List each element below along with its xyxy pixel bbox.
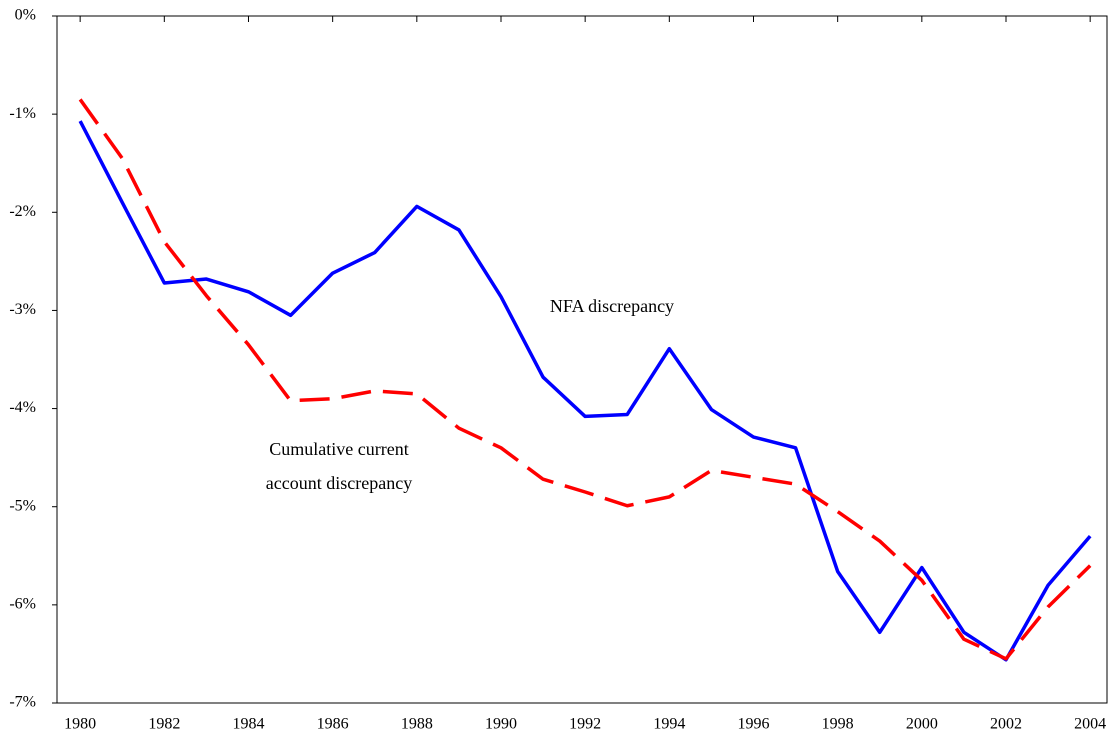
x-tick-label: 1990	[485, 716, 517, 733]
annotation: NFA discrepancy	[550, 296, 674, 316]
x-tick-label: 1998	[822, 716, 854, 733]
y-tick-label: -5%	[9, 497, 36, 514]
series-line	[78, 120, 1092, 662]
x-tick-label: 1980	[64, 716, 96, 733]
x-tick-label: 1996	[737, 716, 769, 733]
x-tick-label: 2002	[990, 716, 1022, 733]
x-tick-label: 1992	[569, 716, 601, 733]
y-tick-label: -1%	[9, 105, 36, 122]
x-tick-label: 1988	[401, 716, 433, 733]
y-tick-label: 0%	[15, 7, 36, 24]
y-tick-label: -3%	[9, 301, 36, 318]
y-tick-label: -6%	[9, 596, 36, 613]
x-tick-label: 2000	[906, 716, 938, 733]
x-tick-label: 1982	[148, 716, 180, 733]
x-tick-label: 2004	[1074, 716, 1106, 733]
y-tick-label: -7%	[9, 694, 36, 711]
plot-frame	[56, 15, 1108, 704]
annotation: account discrepancy	[266, 473, 412, 493]
x-tick-label: 1984	[232, 716, 264, 733]
y-tick-label: -4%	[9, 399, 36, 416]
series-line	[78, 98, 1092, 661]
x-tick-label: 1986	[317, 716, 349, 733]
annotation: Cumulative current	[269, 439, 408, 459]
y-tick-label: -2%	[9, 203, 36, 220]
x-tick-label: 1994	[653, 716, 685, 733]
